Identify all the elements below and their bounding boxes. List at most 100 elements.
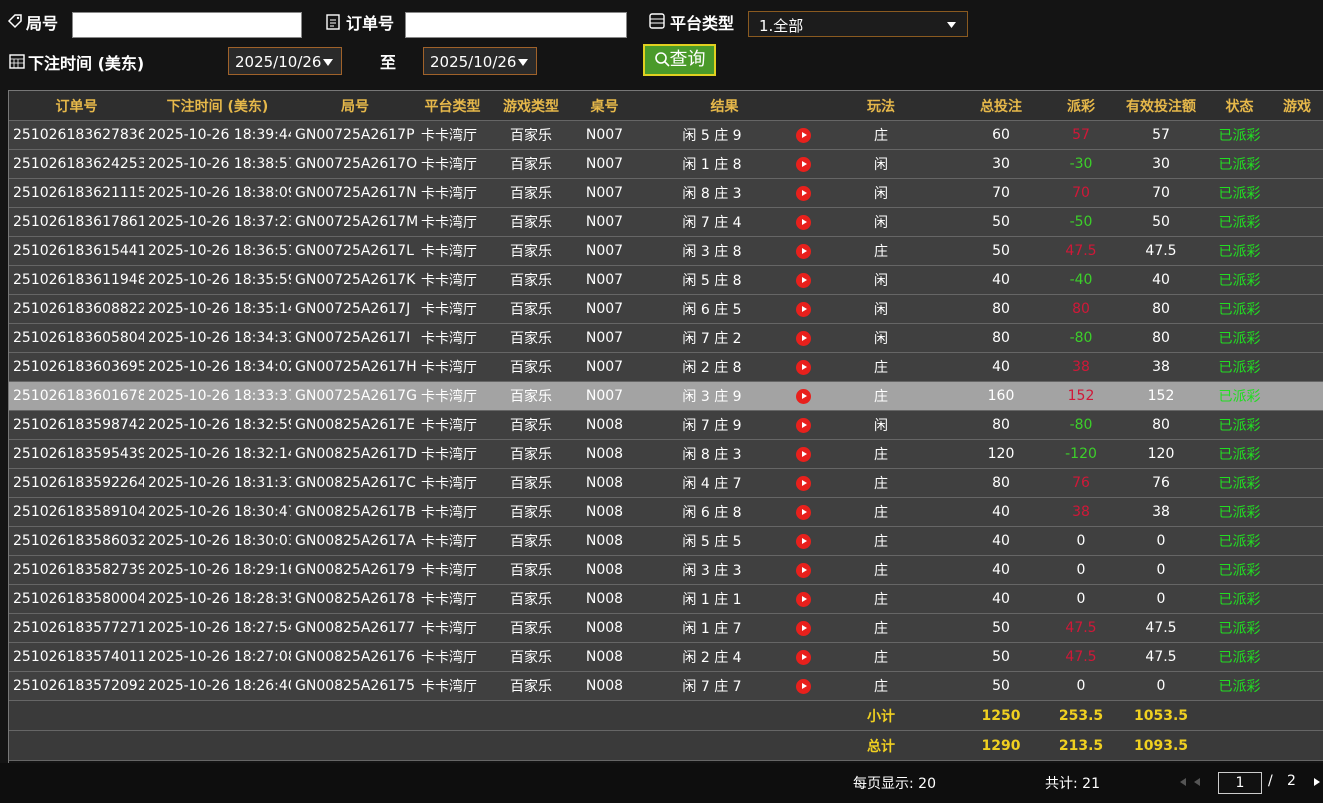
- cell: 百家乐: [486, 555, 576, 585]
- play-cell: [791, 352, 816, 382]
- play-button[interactable]: [796, 417, 811, 433]
- cell: GN00825A26175: [291, 671, 419, 701]
- play-button[interactable]: [796, 243, 811, 259]
- cell: 百家乐: [486, 410, 576, 440]
- cell: 0: [1106, 526, 1216, 556]
- play-cell: [791, 671, 816, 701]
- cell: N007: [576, 207, 633, 237]
- cell: 50: [946, 613, 1056, 643]
- column-header: 状态: [1216, 91, 1263, 121]
- play-cell: [791, 439, 816, 469]
- play-button[interactable]: [796, 359, 811, 375]
- total-row: 总计 1290 213.5 1093.5: [9, 730, 1323, 761]
- cell: 百家乐: [486, 352, 576, 382]
- next-button[interactable]: [1312, 776, 1322, 788]
- cell: N008: [576, 642, 633, 672]
- play-button[interactable]: [796, 272, 811, 288]
- cell: 2025-10-26 18:39:44: [144, 120, 291, 150]
- play-cell: [791, 294, 816, 324]
- play-button[interactable]: [796, 620, 811, 636]
- round-input[interactable]: [72, 12, 302, 38]
- cell: 闲: [816, 323, 946, 353]
- cell: 百家乐: [486, 294, 576, 324]
- platform-select[interactable]: 1.全部: [748, 11, 968, 37]
- cell: GN00825A26178: [291, 584, 419, 614]
- prev-buttons[interactable]: [1178, 776, 1208, 788]
- cell: 251026183572092: [9, 671, 144, 701]
- cell: 卡卡湾厅: [419, 613, 486, 643]
- cell: 2025-10-26 18:26:40: [144, 671, 291, 701]
- cell: N008: [576, 439, 633, 469]
- bet-row: 251026183605804 2025-10-26 18:34:33 GN0072…: [9, 323, 1323, 353]
- play-cell: [791, 178, 816, 208]
- total-pages: 2: [1287, 773, 1296, 789]
- play-cell: [791, 381, 816, 411]
- cell: 2025-10-26 18:34:33: [144, 323, 291, 353]
- cell: 闲 1 庄 1: [633, 584, 791, 614]
- cell: 2025-10-26 18:32:14: [144, 439, 291, 469]
- tag-icon: [7, 14, 22, 29]
- date-from[interactable]: 2025/10/26: [228, 47, 342, 75]
- cell: 卡卡湾厅: [419, 381, 486, 411]
- cell: 38: [1106, 352, 1216, 382]
- cell: -: [1263, 555, 1323, 585]
- cell: GN00825A26177: [291, 613, 419, 643]
- order-input[interactable]: [405, 12, 627, 38]
- bet-row: 251026183617861 2025-10-26 18:37:23 GN0072…: [9, 207, 1323, 237]
- cell: -: [1263, 410, 1323, 440]
- cell: 38: [1106, 497, 1216, 527]
- play-button[interactable]: [796, 504, 811, 520]
- play-cell: [791, 236, 816, 266]
- spacer: [1216, 730, 1323, 761]
- cell: 40: [946, 352, 1056, 382]
- cell: 闲 5 庄 5: [633, 526, 791, 556]
- cell: -: [1263, 178, 1323, 208]
- cell: 50: [1106, 207, 1216, 237]
- cell: 卡卡湾厅: [419, 439, 486, 469]
- cell: 76: [1106, 468, 1216, 498]
- table-wrap: 订单号 下注时间 (美东) 局号 平台类型 游戏类型 桌号 结果 玩法 总投注 派彩 有效投注额 状态…: [8, 90, 1323, 764]
- play-button[interactable]: [796, 533, 811, 549]
- play-cell: [791, 613, 816, 643]
- cell: GN00825A2617B: [291, 497, 419, 527]
- cell: 卡卡湾厅: [419, 584, 486, 614]
- total-cell: 213.5: [1056, 730, 1106, 761]
- cell: 卡卡湾厅: [419, 294, 486, 324]
- cell: 闲 5 庄 9: [633, 120, 791, 150]
- cell: N008: [576, 555, 633, 585]
- cell: 47.5: [1106, 642, 1216, 672]
- cell: 2025-10-26 18:32:59: [144, 410, 291, 440]
- date-from-text: 2025/10/26: [235, 53, 322, 71]
- cell: -50: [1056, 207, 1106, 237]
- play-button[interactable]: [796, 156, 811, 172]
- play-button[interactable]: [796, 330, 811, 346]
- cell: 251026183611948: [9, 265, 144, 295]
- cell: GN00825A2617E: [291, 410, 419, 440]
- page-input[interactable]: 1: [1218, 772, 1262, 794]
- play-button[interactable]: [796, 301, 811, 317]
- play-button[interactable]: [796, 214, 811, 230]
- cell: 0: [1106, 584, 1216, 614]
- play-button[interactable]: [796, 562, 811, 578]
- play-button[interactable]: [796, 475, 811, 491]
- cell: 0: [1056, 526, 1106, 556]
- date-to[interactable]: 2025/10/26: [423, 47, 537, 75]
- cell: 百家乐: [486, 207, 576, 237]
- cell: 百家乐: [486, 323, 576, 353]
- play-button[interactable]: [796, 388, 811, 404]
- date-separator: 至: [380, 53, 397, 72]
- cell: -: [1263, 613, 1323, 643]
- cell: N008: [576, 497, 633, 527]
- play-button[interactable]: [796, 678, 811, 694]
- play-button[interactable]: [796, 591, 811, 607]
- play-button[interactable]: [796, 649, 811, 665]
- play-button[interactable]: [796, 446, 811, 462]
- cell: 251026183582739: [9, 555, 144, 585]
- cell: -: [1263, 207, 1323, 237]
- play-button[interactable]: [796, 127, 811, 143]
- play-button[interactable]: [796, 185, 811, 201]
- current-page: 1: [1235, 775, 1245, 791]
- search-button[interactable]: 查询: [643, 44, 716, 76]
- cell: N008: [576, 613, 633, 643]
- cell: 47.5: [1056, 236, 1106, 266]
